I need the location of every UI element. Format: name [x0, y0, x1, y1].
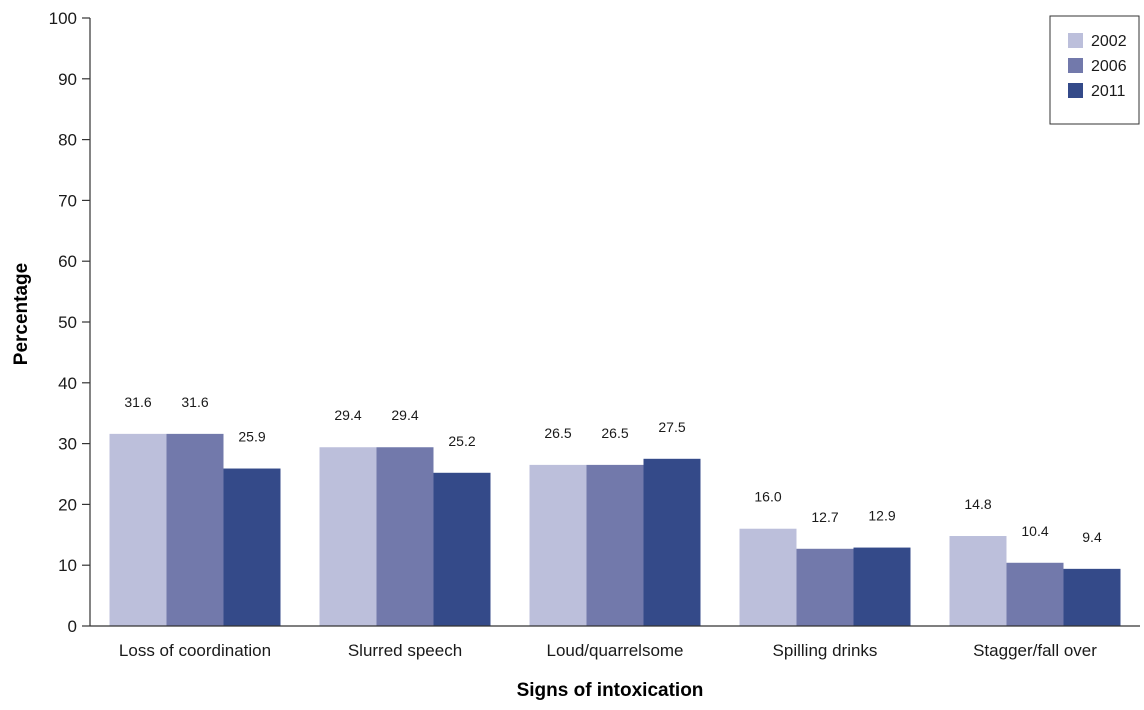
- bar-2006: [796, 548, 854, 626]
- y-tick-label: 70: [58, 191, 77, 210]
- data-label: 26.5: [601, 425, 628, 441]
- bar-2006: [586, 464, 644, 626]
- legend: 2002 2006 2011: [1049, 15, 1140, 125]
- data-label: 29.4: [334, 407, 361, 423]
- bar-2011: [1063, 568, 1121, 626]
- data-label: 31.6: [124, 394, 151, 410]
- data-label: 16.0: [754, 489, 781, 505]
- bar-2002: [109, 433, 167, 626]
- data-label: 10.4: [1021, 523, 1048, 539]
- y-tick-label: 20: [58, 495, 77, 514]
- data-labels: 31.6 31.6 25.9 29.4 29.4 25.2 26.5 26.5 27.5 16.0…: [124, 394, 1102, 545]
- bar-2006: [376, 447, 434, 626]
- bar-2002: [739, 528, 797, 626]
- bar-2011: [643, 458, 701, 626]
- y-tick-label: 40: [58, 374, 77, 393]
- bar-2006: [1006, 562, 1064, 626]
- data-label: 29.4: [391, 407, 418, 423]
- x-axis: Loss of coordination Slurred speech Loud/q…: [90, 625, 1140, 660]
- bar-2002: [949, 536, 1007, 626]
- x-category-label: Slurred speech: [348, 641, 462, 660]
- legend-label: 2002: [1091, 33, 1127, 50]
- x-axis-title: Signs of intoxication: [517, 680, 704, 701]
- y-axis-title: Percentage: [11, 263, 32, 365]
- bar-2011: [223, 468, 281, 626]
- legend-swatch-2002: [1068, 33, 1083, 48]
- x-category-label: Spilling drinks: [773, 641, 878, 660]
- data-label: 25.9: [238, 429, 265, 445]
- legend-swatch-2011: [1068, 83, 1083, 98]
- legend-box: [1049, 15, 1140, 125]
- x-category-label: Loss of coordination: [119, 641, 271, 660]
- data-label: 12.9: [868, 508, 895, 524]
- bar-2011: [433, 472, 491, 626]
- legend-label: 2011: [1091, 83, 1126, 100]
- bar-2002: [529, 464, 587, 626]
- y-tick-label: 10: [58, 556, 77, 575]
- y-axis: 0 10 20 30 40 50 60 70 80 90 100: [49, 9, 91, 636]
- x-category-label: Loud/quarrelsome: [546, 641, 683, 660]
- y-tick-label: 90: [58, 70, 77, 89]
- y-tick-label: 100: [49, 9, 77, 28]
- data-label: 9.4: [1082, 529, 1102, 545]
- y-tick-label: 50: [58, 313, 77, 332]
- bars: [109, 433, 1121, 626]
- bar-2002: [319, 447, 377, 626]
- data-label: 26.5: [544, 425, 571, 441]
- data-label: 25.2: [448, 433, 475, 449]
- y-tick-label: 80: [58, 131, 77, 150]
- data-label: 12.7: [811, 509, 838, 525]
- bar-2006: [166, 433, 224, 626]
- x-category-label: Stagger/fall over: [973, 641, 1097, 660]
- data-label: 14.8: [964, 496, 991, 512]
- y-tick-label: 30: [58, 435, 77, 454]
- legend-swatch-2006: [1068, 58, 1083, 73]
- y-tick-label: 0: [68, 617, 77, 636]
- data-label: 27.5: [658, 419, 685, 435]
- y-tick-label: 60: [58, 252, 77, 271]
- bar-2011: [853, 547, 911, 626]
- legend-label: 2006: [1091, 58, 1127, 75]
- data-label: 31.6: [181, 394, 208, 410]
